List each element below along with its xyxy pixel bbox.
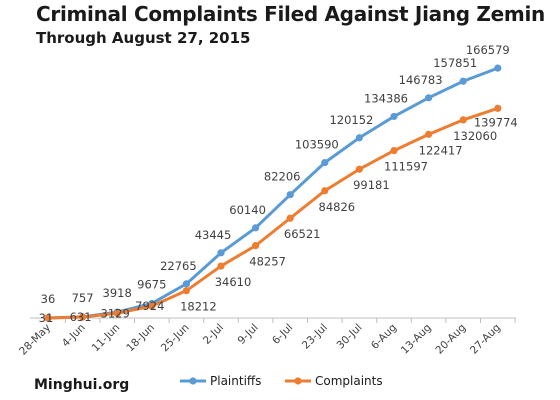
- data-point-plaintiffs: [425, 94, 433, 102]
- data-point-plaintiffs: [252, 224, 260, 232]
- data-point-plaintiffs: [182, 280, 190, 288]
- data-point-complaints: [182, 287, 190, 295]
- data-point-plaintiffs: [390, 112, 398, 121]
- data-point-complaints: [459, 116, 467, 124]
- data-label-complaints: 66521: [284, 227, 321, 241]
- x-tick-label: 28-May: [17, 322, 53, 358]
- data-label-complaints: 139774: [474, 115, 518, 129]
- data-label-complaints: 34610: [215, 275, 252, 289]
- data-label-complaints: 31: [39, 311, 54, 325]
- data-point-complaints: [494, 104, 502, 112]
- legend-marker-plaintiffs: [189, 377, 197, 385]
- x-tick-label: 13-Aug: [399, 322, 434, 357]
- data-point-complaints: [355, 165, 363, 173]
- data-point-complaints: [217, 262, 225, 270]
- data-point-plaintiffs: [286, 191, 294, 199]
- data-point-complaints: [425, 130, 433, 138]
- data-label-plaintiffs: 757: [72, 291, 94, 305]
- data-label-plaintiffs: 157851: [433, 56, 477, 70]
- data-label-complaints: 132060: [453, 129, 497, 143]
- data-point-plaintiffs: [321, 159, 329, 167]
- data-label-complaints: 7924: [135, 299, 164, 313]
- data-label-complaints: 48257: [249, 255, 286, 269]
- legend-label-plaintiffs: Plaintiffs: [210, 374, 261, 388]
- data-label-plaintiffs: 120152: [329, 113, 373, 127]
- x-tick-label: 4-Jun: [60, 322, 88, 350]
- data-point-complaints: [252, 242, 260, 250]
- data-point-complaints: [390, 147, 398, 155]
- series-line-plaintiffs: [47, 66, 499, 320]
- data-point-complaints: [148, 302, 156, 310]
- data-label-complaints: 111597: [384, 160, 428, 174]
- data-label-plaintiffs: 3918: [103, 286, 132, 300]
- x-tick-label: 18-Jun: [124, 322, 157, 355]
- data-label-complaints: 122417: [419, 143, 463, 157]
- data-label-plaintiffs: 60140: [229, 203, 266, 217]
- x-tick-label: 20-Aug: [433, 322, 468, 357]
- x-tick-label: 30-Jul: [335, 322, 365, 352]
- data-point-plaintiffs: [494, 64, 502, 72]
- data-label-plaintiffs: 146783: [399, 73, 443, 87]
- data-point-complaints: [321, 187, 329, 195]
- data-label-plaintiffs: 36: [41, 292, 56, 306]
- data-label-complaints: 84826: [319, 200, 356, 214]
- data-label-plaintiffs: 103590: [295, 138, 339, 152]
- data-point-complaints: [44, 314, 52, 322]
- legend-label-complaints: Complaints: [315, 374, 383, 388]
- data-label-complaints: 3129: [101, 306, 130, 320]
- data-label-plaintiffs: 9675: [137, 277, 166, 291]
- legend-marker-complaints: [294, 377, 302, 385]
- data-point-plaintiffs: [355, 134, 363, 142]
- data-label-complaints: 99181: [353, 178, 390, 192]
- data-point-plaintiffs: [459, 77, 467, 85]
- series-line-complaints: [47, 106, 499, 320]
- x-tick-label: 27-Aug: [468, 322, 503, 357]
- data-point-complaints: [286, 214, 294, 222]
- x-tick-label: 23-Jul: [300, 322, 330, 352]
- data-label-complaints: 631: [70, 310, 92, 324]
- x-tick-label: 2-Jul: [201, 322, 226, 347]
- data-label-complaints: 18212: [180, 300, 217, 314]
- data-label-plaintiffs: 134386: [364, 91, 408, 105]
- chart-subtitle: Through August 27, 2015: [36, 29, 251, 47]
- data-point-complaints: [113, 309, 121, 317]
- data-label-plaintiffs: 22765: [160, 259, 197, 273]
- x-tick-label: 11-Jun: [90, 322, 123, 355]
- x-tick-label: 6-Jul: [270, 322, 295, 347]
- data-label-plaintiffs: 43445: [195, 228, 232, 242]
- data-point-plaintiffs: [217, 249, 225, 257]
- x-tick-label: 25-Jun: [159, 322, 192, 355]
- source-label: Minghui.org: [34, 377, 130, 393]
- x-tick-label: 6-Aug: [369, 322, 399, 352]
- chart-title: Criminal Complaints Filed Against Jiang …: [36, 2, 545, 26]
- data-point-complaints: [79, 313, 87, 321]
- data-label-plaintiffs: 166579: [466, 43, 510, 57]
- x-tick-label: 9-Jul: [235, 322, 260, 347]
- data-label-plaintiffs: 82206: [264, 170, 301, 184]
